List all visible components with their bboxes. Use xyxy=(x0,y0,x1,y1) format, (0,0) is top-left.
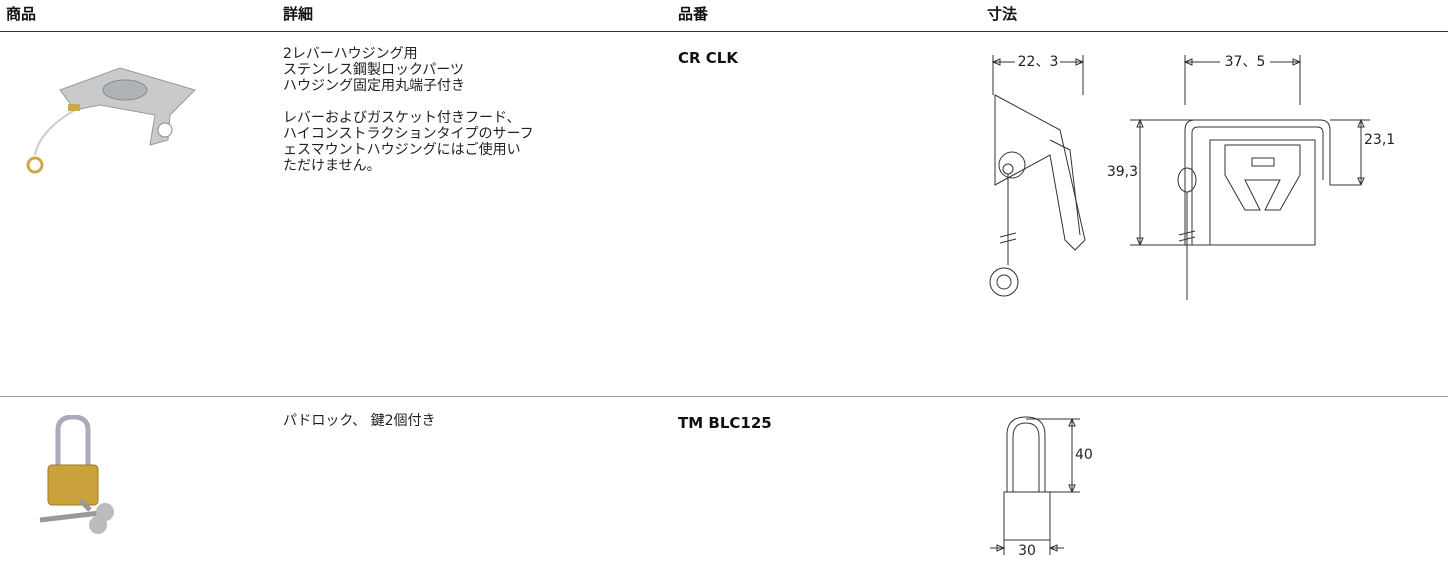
paragraph: 2レバーハウジング用 ステンレス鋼製ロックパーツ ハウジング固定用丸端子付き xyxy=(283,46,534,94)
column-header: 詳細 xyxy=(283,5,314,23)
column-header: 商品 xyxy=(6,5,37,23)
dimension-drawing: 40 30 xyxy=(990,416,1093,559)
dimension-label: 22、3 xyxy=(1018,54,1059,70)
dimension-drawing: 22、3 37、5 39,3 23,1 xyxy=(989,54,1395,300)
description: 2レバーハウジング用 ステンレス鋼製ロックパーツ ハウジング固定用丸端子付き レ… xyxy=(283,46,534,190)
paragraph: レバーおよびガスケット付きフード、 ハイコンストラクションタイプのサーフ ェスマ… xyxy=(283,110,534,174)
line: ハイコンストラクションタイプのサーフ xyxy=(283,126,534,142)
line: ェスマウントハウジングにはご使用い xyxy=(283,142,521,158)
column-header: 品番 xyxy=(678,5,709,23)
header-rule xyxy=(0,31,1448,32)
description: パドロック、 鍵2個付き xyxy=(283,413,436,429)
dimension-label: 30 xyxy=(1018,543,1036,559)
row-rule xyxy=(0,396,1448,397)
line: 2レバーハウジング用 xyxy=(283,46,418,62)
line: ステンレス鋼製ロックパーツ xyxy=(283,62,465,78)
dimension-label: 40 xyxy=(1075,447,1093,463)
line: ハウジング固定用丸端子付き xyxy=(283,78,465,94)
dimension-label: 23,1 xyxy=(1364,132,1395,148)
part-number: TM BLC125 xyxy=(678,414,772,432)
line: ただけません。 xyxy=(283,158,381,174)
product-photo xyxy=(39,415,114,534)
part-number: CR CLK xyxy=(678,49,738,67)
dimension-label: 37、5 xyxy=(1225,54,1266,70)
product-photo xyxy=(26,67,196,174)
line: パドロック、 鍵2個付き xyxy=(283,413,436,429)
column-header: 寸法 xyxy=(987,5,1018,23)
line: レバーおよびガスケット付きフード、 xyxy=(283,110,521,126)
dimension-label: 39,3 xyxy=(1107,164,1138,180)
